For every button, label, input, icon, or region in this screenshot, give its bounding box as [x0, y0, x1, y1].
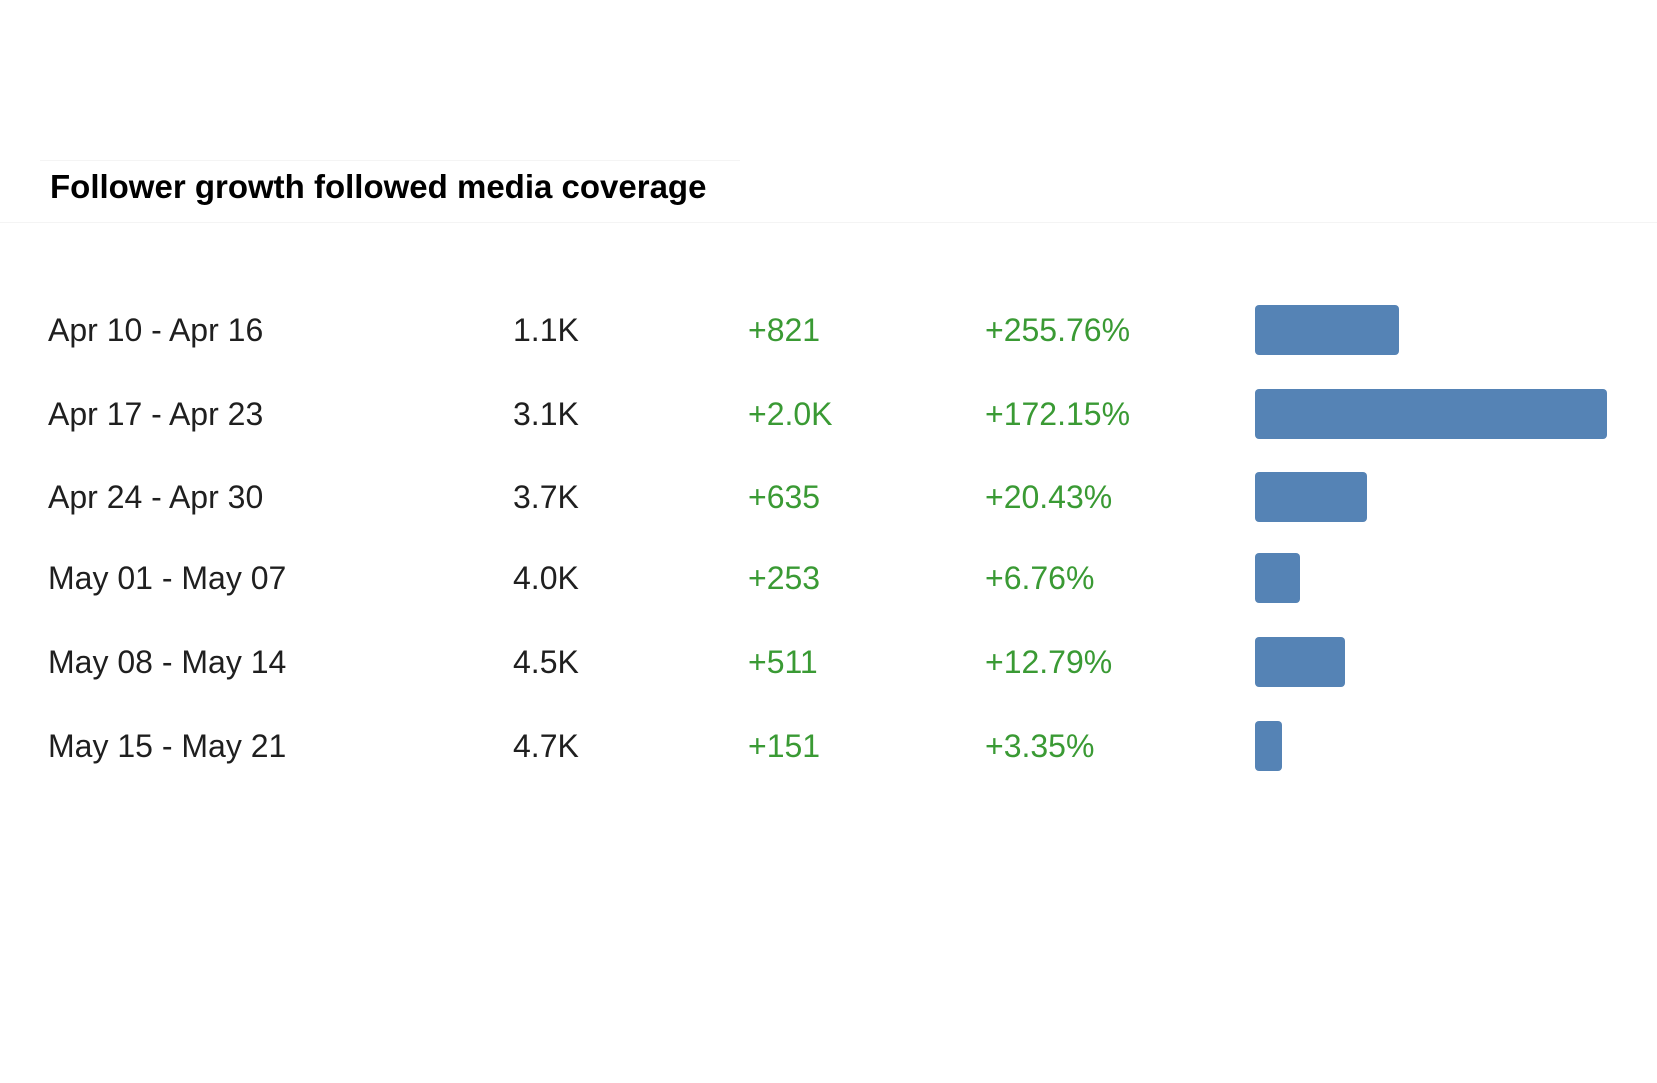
percent-change: +3.35%: [985, 728, 1095, 764]
follower-change: +253: [748, 560, 821, 596]
percent-change: +255.76%: [985, 312, 1131, 348]
growth-bar: [1255, 472, 1367, 522]
table-row: May 08 - May 14 4.5K +511 +12.79%: [0, 632, 1657, 692]
period-label: May 08 - May 14: [48, 644, 287, 680]
bar-track: [1255, 389, 1607, 439]
total-followers: 4.0K: [513, 560, 579, 596]
table-row: Apr 24 - Apr 30 3.7K +635 +20.43%: [0, 467, 1657, 527]
total-followers: 3.1K: [513, 396, 579, 432]
bar-track: [1255, 637, 1607, 687]
period-label: Apr 17 - Apr 23: [48, 396, 264, 432]
bar-track: [1255, 472, 1607, 522]
percent-change: +172.15%: [985, 396, 1131, 432]
follower-change: +2.0K: [748, 396, 833, 432]
growth-bar: [1255, 637, 1345, 687]
period-label: May 15 - May 21: [48, 728, 287, 764]
follower-change: +151: [748, 728, 821, 764]
period-label: May 01 - May 07: [48, 560, 287, 596]
title-divider-top: [40, 160, 740, 161]
table-row: Apr 17 - Apr 23 3.1K +2.0K +172.15%: [0, 384, 1657, 444]
growth-bar: [1255, 305, 1400, 355]
total-followers: 1.1K: [513, 312, 579, 348]
table-row: May 01 - May 07 4.0K +253 +6.76%: [0, 548, 1657, 608]
follower-change: +511: [748, 644, 818, 680]
growth-bar: [1255, 389, 1607, 439]
title-divider-bottom: [0, 222, 1657, 223]
total-followers: 4.5K: [513, 644, 579, 680]
bar-track: [1255, 553, 1607, 603]
total-followers: 4.7K: [513, 728, 579, 764]
period-label: Apr 24 - Apr 30: [48, 479, 264, 515]
percent-change: +12.79%: [985, 644, 1113, 680]
period-label: Apr 10 - Apr 16: [48, 312, 264, 348]
table-row: May 15 - May 21 4.7K +151 +3.35%: [0, 716, 1657, 776]
percent-change: +20.43%: [985, 479, 1113, 515]
growth-bar: [1255, 553, 1300, 603]
chart-title: Follower growth followed media coverage: [50, 168, 707, 205]
chart-header: Follower growth followed media coverage: [0, 0, 1657, 225]
follower-change: +821: [748, 312, 821, 348]
table-row: Apr 10 - Apr 16 1.1K +821 +255.76%: [0, 300, 1657, 360]
follower-change: +635: [748, 479, 821, 515]
bar-track: [1255, 305, 1607, 355]
growth-bar: [1255, 721, 1282, 771]
total-followers: 3.7K: [513, 479, 579, 515]
percent-change: +6.76%: [985, 560, 1095, 596]
bar-track: [1255, 721, 1607, 771]
